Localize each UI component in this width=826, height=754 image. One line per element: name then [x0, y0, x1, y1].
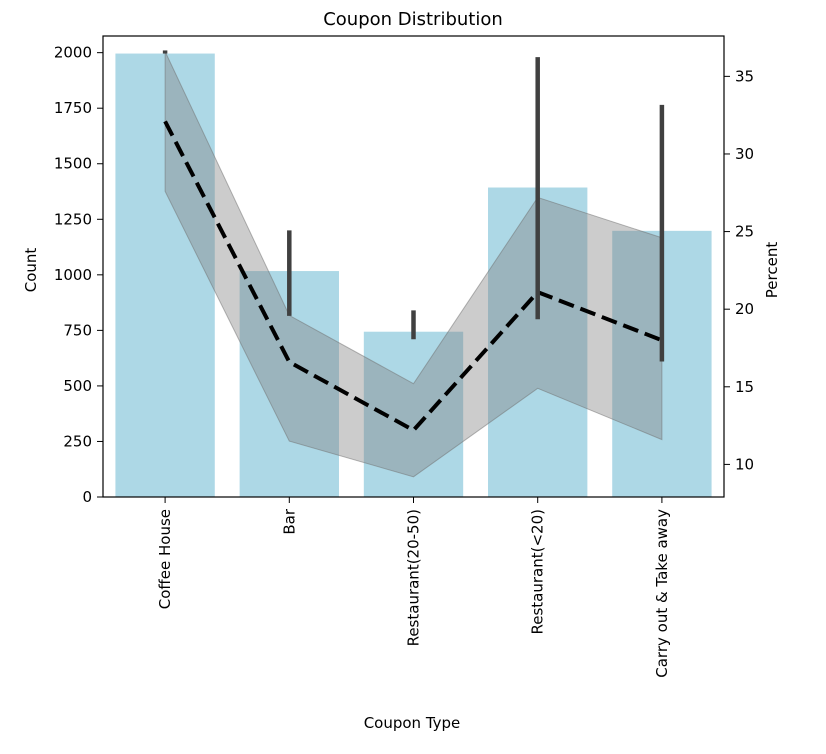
y-tick-label-left: 1500 [54, 155, 92, 173]
x-tick-label: Carry out & Take away [653, 509, 671, 678]
x-tick-label: Bar [280, 508, 298, 534]
y-tick-label-left: 0 [82, 488, 92, 506]
x-tick-label: Restaurant(20-50) [405, 509, 423, 646]
x-axis-label: Coupon Type [364, 714, 461, 732]
y-tick-label-left: 2000 [54, 44, 92, 62]
y-tick-label-left: 250 [63, 432, 92, 450]
y-tick-label-right: 35 [735, 67, 754, 85]
line-confidence-band [164, 51, 663, 478]
x-tick-label: Coffee House [156, 509, 174, 609]
chart-title: Coupon Distribution [323, 9, 503, 30]
y-tick-label-left: 500 [63, 377, 92, 395]
y-tick-label-right: 25 [735, 223, 754, 241]
y-tick-label-left: 1250 [54, 210, 92, 228]
y-tick-label-left: 1750 [54, 99, 92, 117]
y-axis-label-right: Percent [763, 242, 781, 299]
y-axis-label-left: Count [22, 248, 40, 293]
axes-layer: 0 250 500 750 1000 1250 1500 1750 2000 10 15 20 25 30… [54, 35, 754, 678]
y-tick-label-right: 15 [735, 378, 754, 396]
y-tick-label-left: 1000 [54, 266, 92, 284]
band-layer [164, 51, 663, 478]
errorbar-layer [162, 50, 665, 362]
bar-2 [363, 331, 464, 497]
y-tick-label-right: 10 [735, 455, 754, 473]
y-tick-label-right: 20 [735, 300, 754, 318]
y-tick-label-left: 750 [63, 321, 92, 339]
x-tick-label: Restaurant(<20) [529, 509, 547, 634]
y-tick-label-right: 30 [735, 145, 754, 163]
